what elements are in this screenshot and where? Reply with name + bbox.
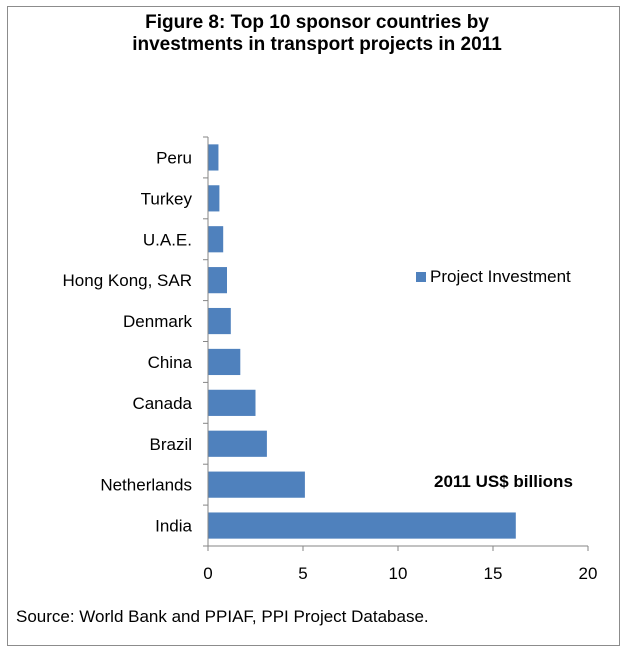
chart-title: Figure 8: Top 10 sponsor countries by in… [0,12,634,56]
y-tick-label: India [155,517,192,536]
bar-u-a-e- [208,226,224,253]
bar-denmark [208,307,231,335]
y-tick-label: Netherlands [100,476,192,495]
x-tick-label: 15 [484,564,503,583]
bar-netherlands [208,471,305,498]
bar-peru [208,144,219,171]
bar-china [208,348,241,376]
legend: Project Investment [416,267,571,287]
bar-chart: India Netherlands Brazil Canada China Denmark… [63,136,598,583]
x-tick-label: 0 [203,564,212,583]
y-tick-label: Denmark [123,312,192,331]
legend-swatch [416,272,426,282]
source-note: Source: World Bank and PPIAF, PPI Projec… [16,607,429,626]
chart-title-line-2: investments in transport projects in 201… [132,34,502,55]
x-tick-label: 10 [389,564,408,583]
y-tick-label: Peru [156,148,192,167]
legend-label: Project Investment [430,267,571,286]
bar-india [208,512,516,539]
x-tick-label: 20 [579,564,598,583]
bar-brazil [208,430,267,457]
y-tick-label: China [148,353,193,372]
bar-turkey [208,185,220,212]
bar-canada [208,389,256,416]
x-tick-label: 5 [298,564,307,583]
y-tick-label: Hong Kong, SAR [63,271,192,290]
y-tick-label: Brazil [149,435,192,454]
y-tick-label: Turkey [141,189,193,208]
bar-hong-kong-sar [208,267,227,294]
y-tick-label: Canada [132,394,192,413]
y-tick-label: U.A.E. [143,230,192,249]
units-annotation: 2011 US$ billions [434,472,573,491]
chart-title-line-1: Figure 8: Top 10 sponsor countries by [145,12,489,33]
